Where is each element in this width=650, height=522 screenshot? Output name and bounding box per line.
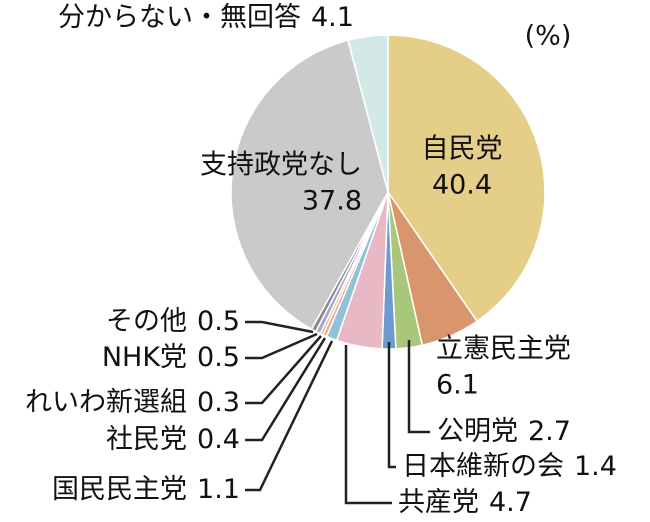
slice-label: NHK党 [102, 342, 187, 373]
slice-label: 支持政党なし [200, 150, 362, 181]
slice-label-group: れいわ新選組 0.3 [25, 387, 240, 418]
leader-line [387, 342, 396, 469]
slice-value: 0.3 [197, 387, 240, 418]
slice-value: 4.1 [311, 2, 354, 33]
slice-value: 0.5 [197, 342, 240, 373]
slice-value: 40.4 [432, 170, 492, 201]
slice-label-group: 公明党 2.7 [437, 416, 571, 447]
slice-value: 6.1 [436, 370, 479, 401]
slice-label-group: 共産党 4.7 [398, 487, 532, 518]
leader-line [245, 320, 314, 334]
slice-label: 日本維新の会 [402, 451, 564, 482]
pie-slice [387, 34, 546, 323]
slice-value: 0.4 [197, 424, 240, 455]
slice-label: 共産党 [398, 487, 479, 518]
slice-value: 2.7 [528, 416, 571, 447]
slice-label-group: 国民民主党 1.1 [52, 474, 240, 505]
pie-slice [230, 39, 389, 331]
slice-label: 社民党 [106, 424, 187, 455]
slice-label-group: 日本維新の会 1.4 [402, 451, 617, 482]
slice-label-group: 分からない・無回答 4.1 [58, 2, 354, 33]
slice-label-group: 社民党 0.4 [106, 424, 240, 455]
pie-slice [347, 34, 389, 193]
slice-label-group: NHK党 0.5 [102, 342, 240, 373]
slice-value: 37.8 [302, 186, 362, 217]
leader-line [245, 332, 318, 360]
slice-value: 1.4 [574, 451, 617, 482]
slice-value: 0.5 [197, 306, 240, 337]
slice-value: 1.1 [197, 474, 240, 505]
slice-label: 分からない・無回答 [58, 2, 301, 33]
slice-label: その他 [106, 306, 187, 337]
slice-label: 国民民主党 [52, 474, 187, 505]
slice-label-group: その他 0.5 [106, 306, 240, 337]
slice-label: れいわ新選組 [25, 387, 187, 418]
slice-label: 自民党 [422, 134, 503, 165]
leader-line [407, 340, 430, 434]
leader-line [245, 340, 334, 492]
leader-line [245, 335, 322, 405]
leader-line [344, 345, 392, 505]
slice-label: 公明党 [437, 416, 518, 447]
leader-line [245, 337, 327, 442]
slice-label: 立憲民主党 [436, 334, 571, 365]
slice-value: 4.7 [489, 487, 532, 518]
unit-label: (%) [525, 21, 572, 52]
